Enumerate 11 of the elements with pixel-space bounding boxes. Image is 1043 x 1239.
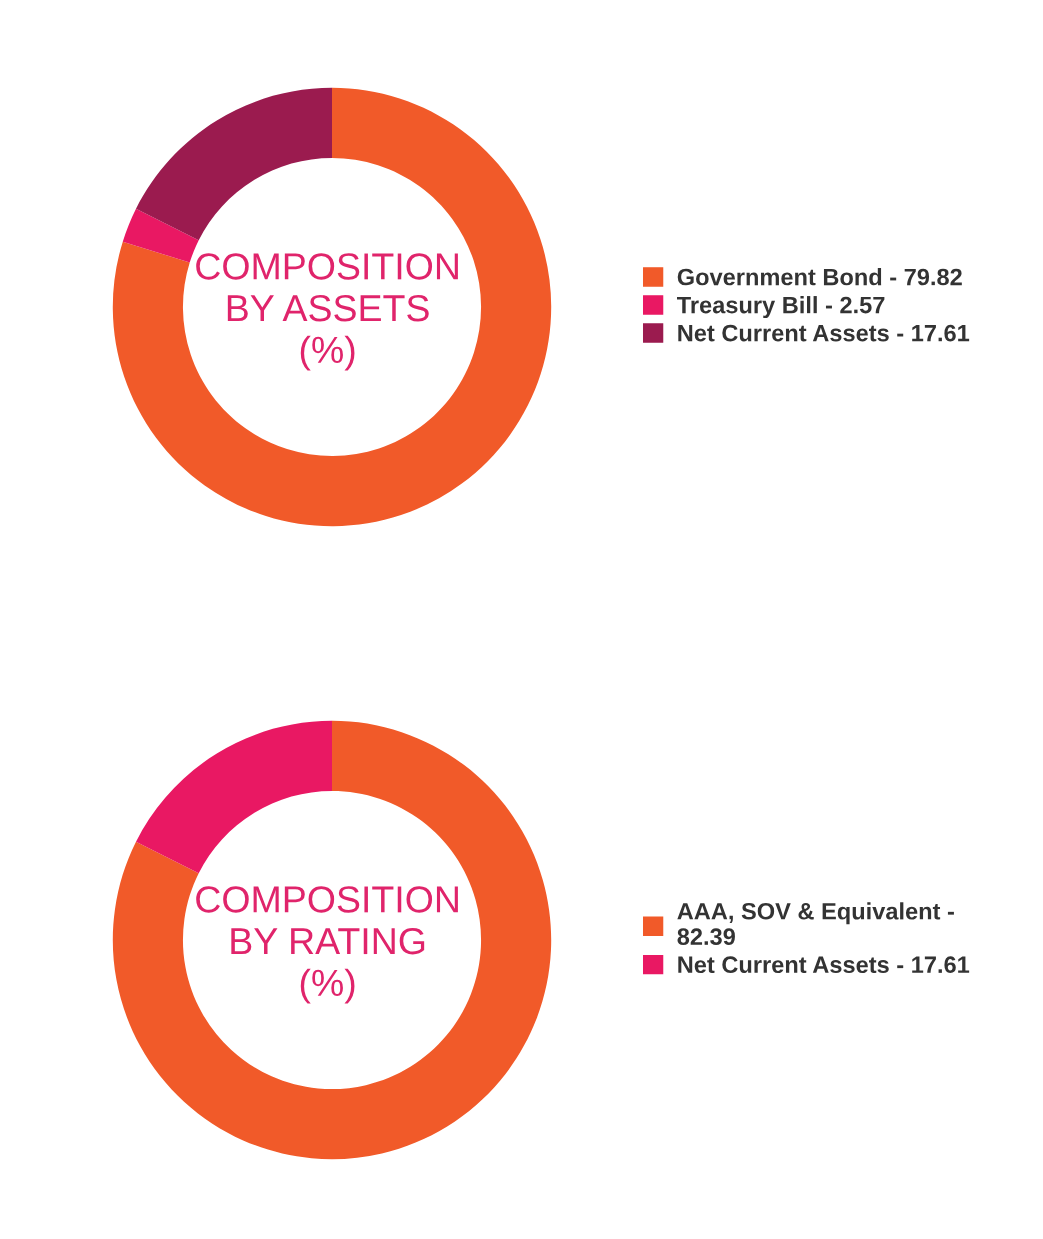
donut-slice xyxy=(112,87,552,527)
legend-label: Net Current Assets - 17.61 xyxy=(678,324,970,342)
donut-slice xyxy=(136,87,332,241)
legend-label: Net Current Assets - 17.61 xyxy=(678,956,970,974)
legend-label: Treasury Bill - 2.57 xyxy=(677,296,885,319)
text: COMPOSITION BY ASSETS (%) xyxy=(196,253,458,371)
legend-label: AAA, SOV & Equivalent - 82.39 xyxy=(677,902,954,946)
donut-slice xyxy=(112,720,552,1160)
text: COMPOSITION BY RATING (%) xyxy=(196,886,458,1004)
donut-slice xyxy=(136,720,332,874)
legend-label: Government Bond - 79.82 xyxy=(677,268,962,286)
